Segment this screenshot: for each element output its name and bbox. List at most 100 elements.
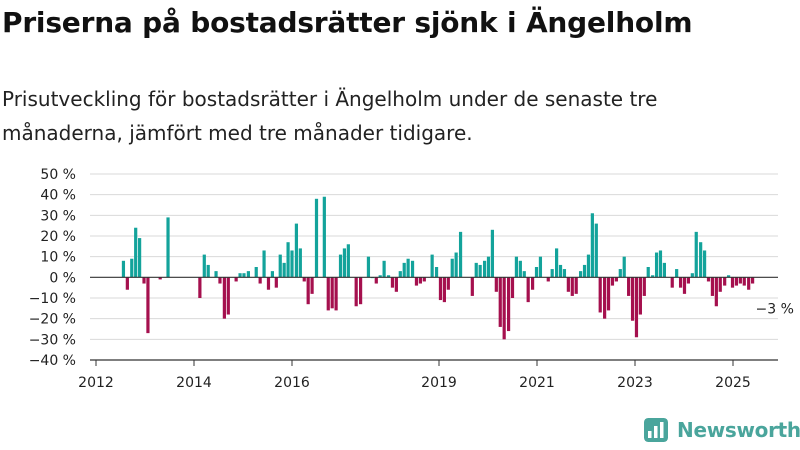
bar xyxy=(630,277,635,321)
x-tick-label: 2014 xyxy=(176,375,212,391)
bar xyxy=(747,277,751,290)
bar xyxy=(718,277,722,292)
bar xyxy=(458,231,463,278)
bar xyxy=(610,277,615,286)
bar xyxy=(398,271,402,278)
bar xyxy=(550,269,554,278)
bar xyxy=(522,271,526,278)
bar xyxy=(238,273,242,278)
bar xyxy=(502,277,506,340)
bar xyxy=(486,256,491,278)
bar xyxy=(546,277,550,282)
bar xyxy=(266,277,271,290)
bar xyxy=(710,277,715,296)
bar xyxy=(258,277,262,284)
bar xyxy=(254,267,258,278)
bar xyxy=(606,277,611,311)
bar xyxy=(262,250,266,278)
bar xyxy=(406,258,410,278)
bar xyxy=(714,277,718,307)
bar xyxy=(310,277,314,294)
bar xyxy=(470,277,474,296)
bar xyxy=(454,252,458,278)
bar xyxy=(742,277,746,286)
bar xyxy=(678,277,683,288)
bar xyxy=(490,229,495,278)
bar xyxy=(702,250,707,278)
bar xyxy=(586,254,591,278)
bar xyxy=(278,254,282,278)
bar xyxy=(306,277,310,305)
bar xyxy=(627,277,631,296)
x-tick-label: 2025 xyxy=(715,375,751,391)
x-tick-label: 2023 xyxy=(617,375,653,391)
bar xyxy=(478,264,482,278)
bar xyxy=(738,277,742,284)
bar xyxy=(434,267,439,278)
bar xyxy=(386,275,391,278)
bar xyxy=(555,248,559,278)
bar xyxy=(474,262,478,278)
bar xyxy=(726,275,731,278)
bar xyxy=(322,196,326,278)
bar xyxy=(359,277,363,305)
bar xyxy=(342,248,347,278)
bar xyxy=(506,277,511,332)
bar xyxy=(446,277,450,290)
bar xyxy=(274,277,278,288)
bar xyxy=(518,260,522,278)
bar xyxy=(706,277,711,282)
bar xyxy=(246,271,250,278)
y-tick-label: −40 % xyxy=(29,353,76,369)
bar xyxy=(146,277,150,334)
bar xyxy=(614,277,618,282)
bar xyxy=(618,269,622,278)
bar xyxy=(654,252,659,278)
y-tick-label: −30 % xyxy=(29,332,76,348)
bar xyxy=(206,264,210,278)
bar xyxy=(598,277,602,313)
bar xyxy=(298,248,302,278)
bar xyxy=(734,277,739,286)
y-tick-label: 20 % xyxy=(40,229,76,245)
bar xyxy=(286,242,290,278)
bar xyxy=(450,258,454,278)
bar xyxy=(414,277,419,286)
bar xyxy=(510,277,515,298)
bar xyxy=(294,223,299,278)
bar xyxy=(579,271,583,278)
bar xyxy=(603,277,607,319)
bar xyxy=(682,277,687,294)
bar xyxy=(430,254,434,278)
bar xyxy=(346,244,350,278)
bar xyxy=(574,277,578,294)
bar xyxy=(390,277,395,288)
bar xyxy=(694,231,698,278)
bar xyxy=(394,277,398,292)
y-tick-label: −20 % xyxy=(29,312,76,328)
bar xyxy=(514,256,519,278)
chart-title: Priserna på bostadsrätter sjönk i Ängelh… xyxy=(2,6,693,39)
bar xyxy=(622,256,626,278)
bar xyxy=(282,262,286,278)
newsworthy-logo-icon xyxy=(644,418,668,442)
bar xyxy=(134,227,138,278)
bar xyxy=(366,256,371,278)
bar xyxy=(690,273,694,278)
bar xyxy=(125,277,129,290)
y-tick-label: 50 % xyxy=(40,167,76,183)
bar xyxy=(498,277,502,327)
bar xyxy=(723,277,727,286)
bar xyxy=(214,271,218,278)
bar xyxy=(638,277,642,315)
bar xyxy=(562,269,567,278)
y-tick-label: 0 % xyxy=(49,270,76,286)
bar xyxy=(330,277,334,309)
bar xyxy=(530,277,535,290)
bar xyxy=(378,275,382,278)
x-tick-label: 2016 xyxy=(274,375,310,391)
x-tick-label: 2021 xyxy=(519,375,555,391)
bar xyxy=(410,260,415,278)
bar xyxy=(751,277,755,284)
bar xyxy=(302,277,306,282)
